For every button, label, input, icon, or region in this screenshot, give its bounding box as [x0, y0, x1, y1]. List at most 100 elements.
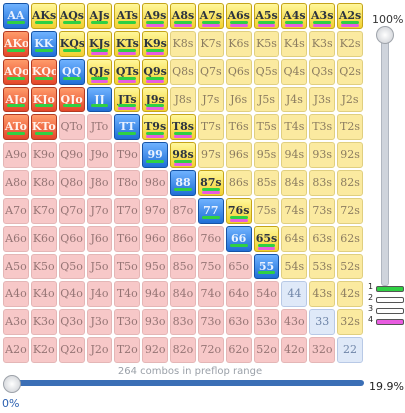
hand-cell-qq[interactable]: QQ: [58, 58, 85, 85]
hand-cell-73o[interactable]: 73o: [197, 309, 224, 336]
hand-cell-77[interactable]: 77: [197, 197, 224, 224]
hand-cell-t3s[interactable]: T3s: [309, 114, 336, 141]
hand-cell-95o[interactable]: 95o: [142, 253, 169, 280]
hand-cell-k8o[interactable]: K8o: [30, 170, 57, 196]
hand-cell-42o[interactable]: 42o: [281, 337, 308, 363]
hand-cell-j9s[interactable]: J9s: [142, 86, 169, 113]
hand-cell-j2o[interactable]: J2o: [86, 337, 113, 363]
hand-cell-64s[interactable]: 64s: [281, 225, 308, 252]
hand-cell-99[interactable]: 99: [142, 142, 169, 169]
hand-cell-82o[interactable]: 82o: [170, 337, 196, 363]
hand-cell-94s[interactable]: 94s: [281, 142, 308, 169]
hand-cell-q6o[interactable]: Q6o: [58, 225, 85, 252]
hand-cell-76o[interactable]: 76o: [197, 225, 224, 252]
hand-cell-qto[interactable]: QTo: [58, 114, 85, 141]
hand-cell-t8s[interactable]: T8s: [170, 114, 196, 141]
hand-cell-92s[interactable]: 92s: [337, 142, 363, 169]
hand-cell-j8s[interactable]: J8s: [170, 86, 196, 113]
hand-cell-t9s[interactable]: T9s: [142, 114, 169, 141]
hand-cell-a9o[interactable]: A9o: [3, 142, 29, 169]
hand-cell-j3o[interactable]: J3o: [86, 309, 113, 336]
range-slider-track[interactable]: [8, 380, 364, 386]
hand-cell-a4o[interactable]: A4o: [3, 281, 29, 308]
hand-cell-85o[interactable]: 85o: [170, 253, 196, 280]
hand-cell-65o[interactable]: 65o: [225, 253, 252, 280]
hand-cell-j8o[interactable]: J8o: [86, 170, 113, 196]
hand-cell-a7s[interactable]: A7s: [197, 3, 224, 29]
hand-cell-aqo[interactable]: AQo: [3, 58, 29, 85]
hand-cell-83s[interactable]: 83s: [309, 170, 336, 196]
hand-cell-ats[interactable]: ATs: [114, 3, 141, 29]
hand-cell-98o[interactable]: 98o: [142, 170, 169, 196]
hand-cell-kqo[interactable]: KQo: [30, 58, 57, 85]
hand-cell-kqs[interactable]: KQs: [58, 30, 85, 57]
hand-cell-74o[interactable]: 74o: [197, 281, 224, 308]
hand-cell-94o[interactable]: 94o: [142, 281, 169, 308]
hand-cell-97s[interactable]: 97s: [197, 142, 224, 169]
hand-cell-t5o[interactable]: T5o: [114, 253, 141, 280]
hand-cell-66[interactable]: 66: [225, 225, 252, 252]
hand-cell-95s[interactable]: 95s: [253, 142, 280, 169]
hand-cell-aqs[interactable]: AQs: [58, 3, 85, 29]
hand-cell-k2s[interactable]: K2s: [337, 30, 363, 57]
hand-cell-a3o[interactable]: A3o: [3, 309, 29, 336]
hand-cell-a8o[interactable]: A8o: [3, 170, 29, 196]
hand-cell-52s[interactable]: 52s: [337, 253, 363, 280]
hand-cell-jj[interactable]: JJ: [86, 86, 113, 113]
hand-cell-q5s[interactable]: Q5s: [253, 58, 280, 85]
hand-cell-kjo[interactable]: KJo: [30, 86, 57, 113]
hand-cell-k7s[interactable]: K7s: [197, 30, 224, 57]
hand-cell-44[interactable]: 44: [281, 281, 308, 308]
hand-cell-64o[interactable]: 64o: [225, 281, 252, 308]
hand-cell-q8s[interactable]: Q8s: [170, 58, 196, 85]
hand-cell-j4o[interactable]: J4o: [86, 281, 113, 308]
hand-cell-k5o[interactable]: K5o: [30, 253, 57, 280]
hand-cell-t2s[interactable]: T2s: [337, 114, 363, 141]
hand-cell-aks[interactable]: AKs: [30, 3, 57, 29]
hand-cell-jts[interactable]: JTs: [114, 86, 141, 113]
hand-cell-88[interactable]: 88: [170, 170, 196, 196]
hand-cell-a2o[interactable]: A2o: [3, 337, 29, 363]
hand-cell-k9o[interactable]: K9o: [30, 142, 57, 169]
hand-cell-72s[interactable]: 72s: [337, 197, 363, 224]
hand-cell-j2s[interactable]: J2s: [337, 86, 363, 113]
hand-cell-q9o[interactable]: Q9o: [58, 142, 85, 169]
hand-cell-54s[interactable]: 54s: [281, 253, 308, 280]
hand-cell-ako[interactable]: AKo: [3, 30, 29, 57]
hand-cell-87s[interactable]: 87s: [197, 170, 224, 196]
hand-cell-t6s[interactable]: T6s: [225, 114, 252, 141]
hand-cell-42s[interactable]: 42s: [337, 281, 363, 308]
hand-cell-t8o[interactable]: T8o: [114, 170, 141, 196]
hand-cell-82s[interactable]: 82s: [337, 170, 363, 196]
hand-cell-q5o[interactable]: Q5o: [58, 253, 85, 280]
hand-cell-a5s[interactable]: A5s: [253, 3, 280, 29]
hand-cell-q4s[interactable]: Q4s: [281, 58, 308, 85]
hand-cell-33[interactable]: 33: [309, 309, 336, 336]
hand-cell-92o[interactable]: 92o: [142, 337, 169, 363]
hand-cell-63o[interactable]: 63o: [225, 309, 252, 336]
hand-cell-kts[interactable]: KTs: [114, 30, 141, 57]
hand-cell-53o[interactable]: 53o: [253, 309, 280, 336]
hand-cell-84o[interactable]: 84o: [170, 281, 196, 308]
hand-cell-k5s[interactable]: K5s: [253, 30, 280, 57]
hand-cell-t4o[interactable]: T4o: [114, 281, 141, 308]
hand-cell-75s[interactable]: 75s: [253, 197, 280, 224]
hand-cell-j7o[interactable]: J7o: [86, 197, 113, 224]
hand-cell-62o[interactable]: 62o: [225, 337, 252, 363]
hand-cell-tt[interactable]: TT: [114, 114, 141, 141]
hand-cell-86o[interactable]: 86o: [170, 225, 196, 252]
hand-cell-32s[interactable]: 32s: [337, 309, 363, 336]
hand-cell-75o[interactable]: 75o: [197, 253, 224, 280]
hand-cell-aa[interactable]: AA: [3, 3, 29, 29]
legend-item[interactable]: 2: [368, 293, 404, 305]
hand-cell-86s[interactable]: 86s: [225, 170, 252, 196]
hand-cell-ajo[interactable]: AJo: [3, 86, 29, 113]
hand-cell-43o[interactable]: 43o: [281, 309, 308, 336]
hand-cell-96s[interactable]: 96s: [225, 142, 252, 169]
hand-cell-kjs[interactable]: KJs: [86, 30, 113, 57]
hand-cell-93o[interactable]: 93o: [142, 309, 169, 336]
hand-cell-q8o[interactable]: Q8o: [58, 170, 85, 196]
hand-cell-k4s[interactable]: K4s: [281, 30, 308, 57]
hand-cell-a5o[interactable]: A5o: [3, 253, 29, 280]
hand-cell-q4o[interactable]: Q4o: [58, 281, 85, 308]
